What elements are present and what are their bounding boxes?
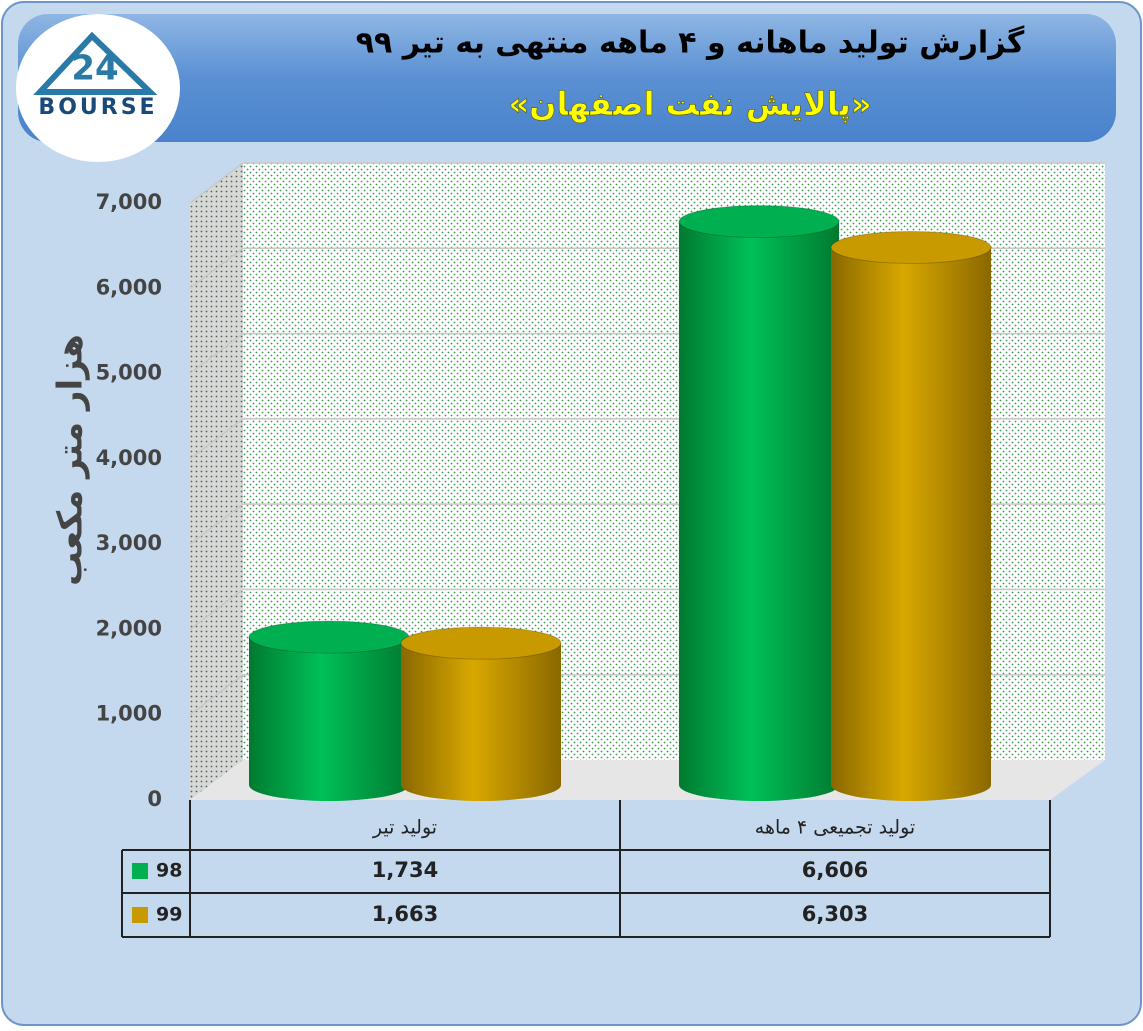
grid-line xyxy=(189,418,244,460)
y-tick-label: 4,000 xyxy=(96,446,162,470)
y-tick-label: 7,000 xyxy=(96,190,162,214)
grid-line xyxy=(189,162,244,204)
legend-label: 99 xyxy=(156,904,182,926)
bar xyxy=(679,221,839,802)
table-value: 1,663 xyxy=(372,902,438,926)
logo-name: BOURSE xyxy=(38,95,157,120)
legend-swatch xyxy=(132,907,148,923)
legend-swatch xyxy=(132,863,148,879)
y-axis-label: هزار متر مکعب xyxy=(51,334,91,586)
grid-line xyxy=(189,503,244,545)
logo-shape xyxy=(33,31,158,95)
data-table xyxy=(121,800,1051,938)
bar-top xyxy=(678,205,840,239)
grid-line xyxy=(189,247,244,289)
legend-label: 98 xyxy=(156,860,182,882)
y-tick-label: 6,000 xyxy=(96,275,162,299)
y-tick-label: 3,000 xyxy=(96,531,162,555)
x-tick-label: تولید تجمیعی ۴ ماهه xyxy=(755,817,915,839)
grid-line xyxy=(189,588,244,631)
bar-top xyxy=(830,230,992,264)
x-tick-label: تولید تیر xyxy=(372,817,437,839)
side-wall xyxy=(190,163,243,800)
table-value: 6,606 xyxy=(802,858,868,882)
bar xyxy=(249,637,409,801)
y-tick-label: 1,000 xyxy=(96,702,162,726)
grid-line xyxy=(189,674,244,716)
bar xyxy=(401,643,561,801)
bar-top xyxy=(400,626,562,660)
y-tick-label: 2,000 xyxy=(96,616,162,640)
y-tick-label: 0 xyxy=(147,787,162,811)
table-value: 1,734 xyxy=(372,858,438,882)
chart-title: گزارش تولید ماهانه و ۴ ماهه منتهی به تیر… xyxy=(356,25,1025,61)
grid-line xyxy=(189,332,244,375)
table-value: 6,303 xyxy=(802,902,868,926)
logo-mark: 24 xyxy=(71,49,118,89)
logo-bg xyxy=(16,14,180,162)
bar-top xyxy=(248,620,410,654)
chart-subtitle: «پالایش نفت اصفهان» xyxy=(508,85,871,123)
bar xyxy=(831,247,991,801)
y-tick-label: 5,000 xyxy=(96,361,162,385)
header-band xyxy=(18,14,1116,142)
